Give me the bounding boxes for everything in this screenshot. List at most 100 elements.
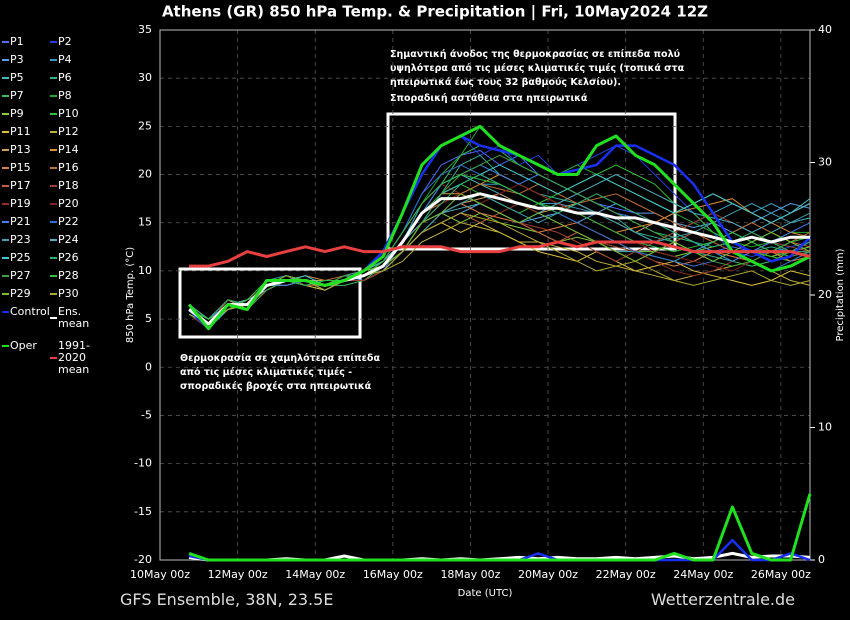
legend-swatch — [50, 149, 57, 151]
legend-swatch — [2, 113, 9, 115]
annotation: Σποραδική αστάθεια στα ηπειρωτικά — [390, 93, 588, 104]
legend-item: P22 — [50, 216, 112, 228]
x-tick-label: 16May 00z — [363, 568, 423, 581]
legend-label: P9 — [10, 107, 24, 120]
legend-label: P19 — [10, 197, 31, 210]
y-tick-label: 20 — [138, 168, 152, 181]
y2-tick-label: 0 — [818, 553, 825, 566]
legend-label: P3 — [10, 53, 24, 66]
legend-swatch — [50, 357, 57, 359]
series-line — [188, 164, 811, 330]
legend-swatch — [50, 167, 57, 169]
y2-axis-label: Precipitation (mm) — [835, 248, 846, 341]
series-line — [189, 240, 811, 268]
legend-label: P15 — [10, 161, 31, 174]
legend-item: P29 — [2, 288, 64, 300]
legend-swatch — [50, 257, 57, 259]
legend-label: P11 — [10, 125, 31, 138]
y-tick-label: -15 — [134, 505, 152, 518]
series-line — [188, 164, 811, 320]
legend-item: P16 — [50, 162, 112, 174]
y2-tick-label: 10 — [818, 421, 832, 434]
legend-item: P23 — [2, 234, 64, 246]
legend-item: P14 — [50, 144, 112, 156]
legend-swatch — [2, 239, 9, 241]
legend-item: P4 — [50, 54, 112, 66]
series-line — [188, 174, 811, 320]
legend-label: P26 — [58, 251, 79, 264]
legend-item: P1 — [2, 36, 64, 48]
legend-label: P23 — [10, 233, 31, 246]
legend-swatch — [50, 293, 57, 295]
legend-swatch — [50, 95, 57, 97]
legend-label: Oper — [10, 339, 37, 352]
legend-swatch — [50, 239, 57, 241]
legend-swatch — [2, 95, 9, 97]
legend-item: P8 — [50, 90, 112, 102]
y-tick-label: 35 — [138, 23, 152, 36]
legend-swatch — [50, 131, 57, 133]
legend-swatch — [50, 77, 57, 79]
legend-swatch — [2, 41, 9, 43]
legend-label: P5 — [10, 71, 24, 84]
legend-label: P8 — [58, 89, 72, 102]
legend-item: P15 — [2, 162, 64, 174]
legend-swatch — [2, 185, 9, 187]
legend-swatch — [2, 59, 9, 61]
y-tick-label: 10 — [138, 264, 152, 277]
y-tick-label: 5 — [145, 312, 152, 325]
x-tick-label: 20May 00z — [518, 568, 578, 581]
x-tick-label: 22May 00z — [596, 568, 656, 581]
legend-item: P30 — [50, 288, 112, 300]
y-tick-label: -20 — [134, 553, 152, 566]
y-tick-label: -5 — [141, 408, 152, 421]
legend-item: P28 — [50, 270, 112, 282]
legend-swatch — [50, 317, 57, 319]
annotation-box — [386, 112, 677, 251]
legend-label: P4 — [58, 53, 72, 66]
legend-item: P25 — [2, 252, 64, 264]
y-tick-label: 0 — [145, 360, 152, 373]
legend-item: 1991-2020 mean — [50, 340, 112, 376]
legend-item: P2 — [50, 36, 112, 48]
legend-swatch — [50, 275, 57, 277]
y2-tick-label: 30 — [818, 156, 832, 169]
legend-label: 1991-2020 mean — [58, 339, 90, 376]
legend-swatch — [2, 203, 9, 205]
legend-label: P29 — [10, 287, 31, 300]
chart-title: Athens (GR) 850 hPa Temp. & Precipitatio… — [162, 3, 708, 22]
x-tick-label: 18May 00z — [440, 568, 500, 581]
annotation-box — [178, 267, 362, 339]
y-tick-label: 25 — [138, 119, 152, 132]
legend-label: P18 — [58, 179, 79, 192]
legend-label: P6 — [58, 71, 72, 84]
x-tick-label: 26May 00z — [751, 568, 811, 581]
legend-item: P11 — [2, 126, 64, 138]
legend-label: P10 — [58, 107, 79, 120]
legend-item: P10 — [50, 108, 112, 120]
x-tick-label: 14May 00z — [285, 568, 345, 581]
annotation: Σημαντική άνοδος της θερμοκρασίας σε επί… — [390, 49, 685, 88]
legend-swatch — [2, 311, 9, 313]
legend-label: P21 — [10, 215, 31, 228]
legend-label: P13 — [10, 143, 31, 156]
legend-swatch — [2, 257, 9, 259]
x-tick-label: 10May 00z — [130, 568, 190, 581]
series-line — [188, 164, 811, 320]
legend-label: P27 — [10, 269, 31, 282]
legend-label: P16 — [58, 161, 79, 174]
legend-item: P6 — [50, 72, 112, 84]
legend-swatch — [2, 77, 9, 79]
legend-item: P7 — [2, 90, 64, 102]
legend-swatch — [2, 167, 9, 169]
legend-item: P26 — [50, 252, 112, 264]
legend-swatch — [50, 185, 57, 187]
legend-label: P17 — [10, 179, 31, 192]
legend-label: P24 — [58, 233, 79, 246]
series-line — [188, 183, 811, 330]
legend-label: P14 — [58, 143, 79, 156]
legend-item: P27 — [2, 270, 64, 282]
legend-swatch — [2, 149, 9, 151]
